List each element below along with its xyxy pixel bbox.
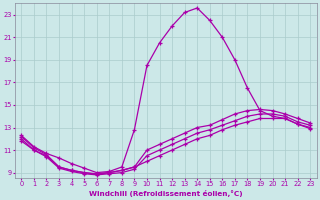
X-axis label: Windchill (Refroidissement éolien,°C): Windchill (Refroidissement éolien,°C): [89, 190, 243, 197]
